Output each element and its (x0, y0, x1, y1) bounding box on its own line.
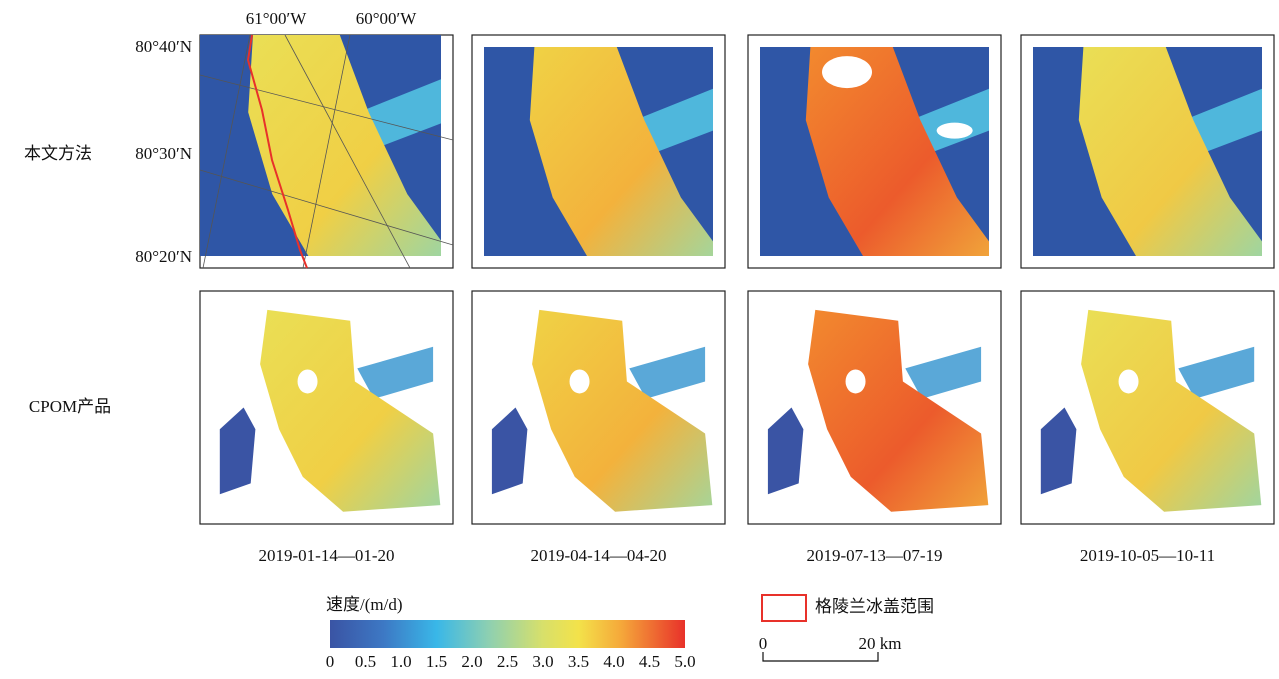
nodata (937, 123, 973, 139)
colorbar-tick-label: 3.5 (568, 652, 589, 671)
row-label: 本文方法 (24, 144, 92, 163)
colorbar-tick-label: 1.0 (390, 652, 411, 671)
colorbar-tick-label: 1.5 (426, 652, 447, 671)
colorbar-tick-label: 2.0 (461, 652, 482, 671)
column-label: 2019-07-13—07-19 (807, 546, 943, 565)
legend-swatch (762, 595, 806, 621)
nodata (822, 56, 872, 88)
lon-label: 60°00′W (356, 9, 418, 28)
colorbar-tick-label: 0.5 (355, 652, 376, 671)
colorbar (330, 620, 685, 648)
nodata (1119, 369, 1139, 393)
colorbar-tick-label: 2.5 (497, 652, 518, 671)
nodata (570, 369, 590, 393)
lat-label: 80°40′N (135, 37, 192, 56)
legend-label: 格陵兰冰盖范围 (815, 597, 934, 616)
row-label: CPOM产品 (29, 397, 111, 416)
nodata (298, 369, 318, 393)
colorbar-tick-label: 0 (326, 652, 335, 671)
map-panels: 2019-01-14—01-20 2019-04-14—04-20 2019-07-… (200, 35, 1274, 565)
lat-label: 80°30′N (135, 144, 192, 163)
scale-end: 20 km (859, 634, 902, 653)
nodata (846, 369, 866, 393)
scale-start: 0 (759, 634, 768, 653)
colorbar-tick-label: 4.5 (639, 652, 660, 671)
colorbar-title: 速度/(m/d) (326, 595, 403, 614)
lon-label: 61°00′W (246, 9, 308, 28)
colorbar-tick-label: 4.0 (603, 652, 624, 671)
colorbar-ticks: 0 0.5 1.0 1.5 2.0 2.5 3.0 3.5 4.0 4.5 5.0 (326, 652, 696, 671)
figure: 2019-01-14—01-20 2019-04-14—04-20 2019-07-… (0, 0, 1279, 674)
column-label: 2019-10-05—10-11 (1080, 546, 1215, 565)
column-label: 2019-01-14—01-20 (259, 546, 395, 565)
colorbar-tick-label: 5.0 (674, 652, 695, 671)
column-label: 2019-04-14—04-20 (531, 546, 667, 565)
lat-label: 80°20′N (135, 247, 192, 266)
colorbar-tick-label: 3.0 (532, 652, 553, 671)
scale-bar (763, 652, 878, 661)
